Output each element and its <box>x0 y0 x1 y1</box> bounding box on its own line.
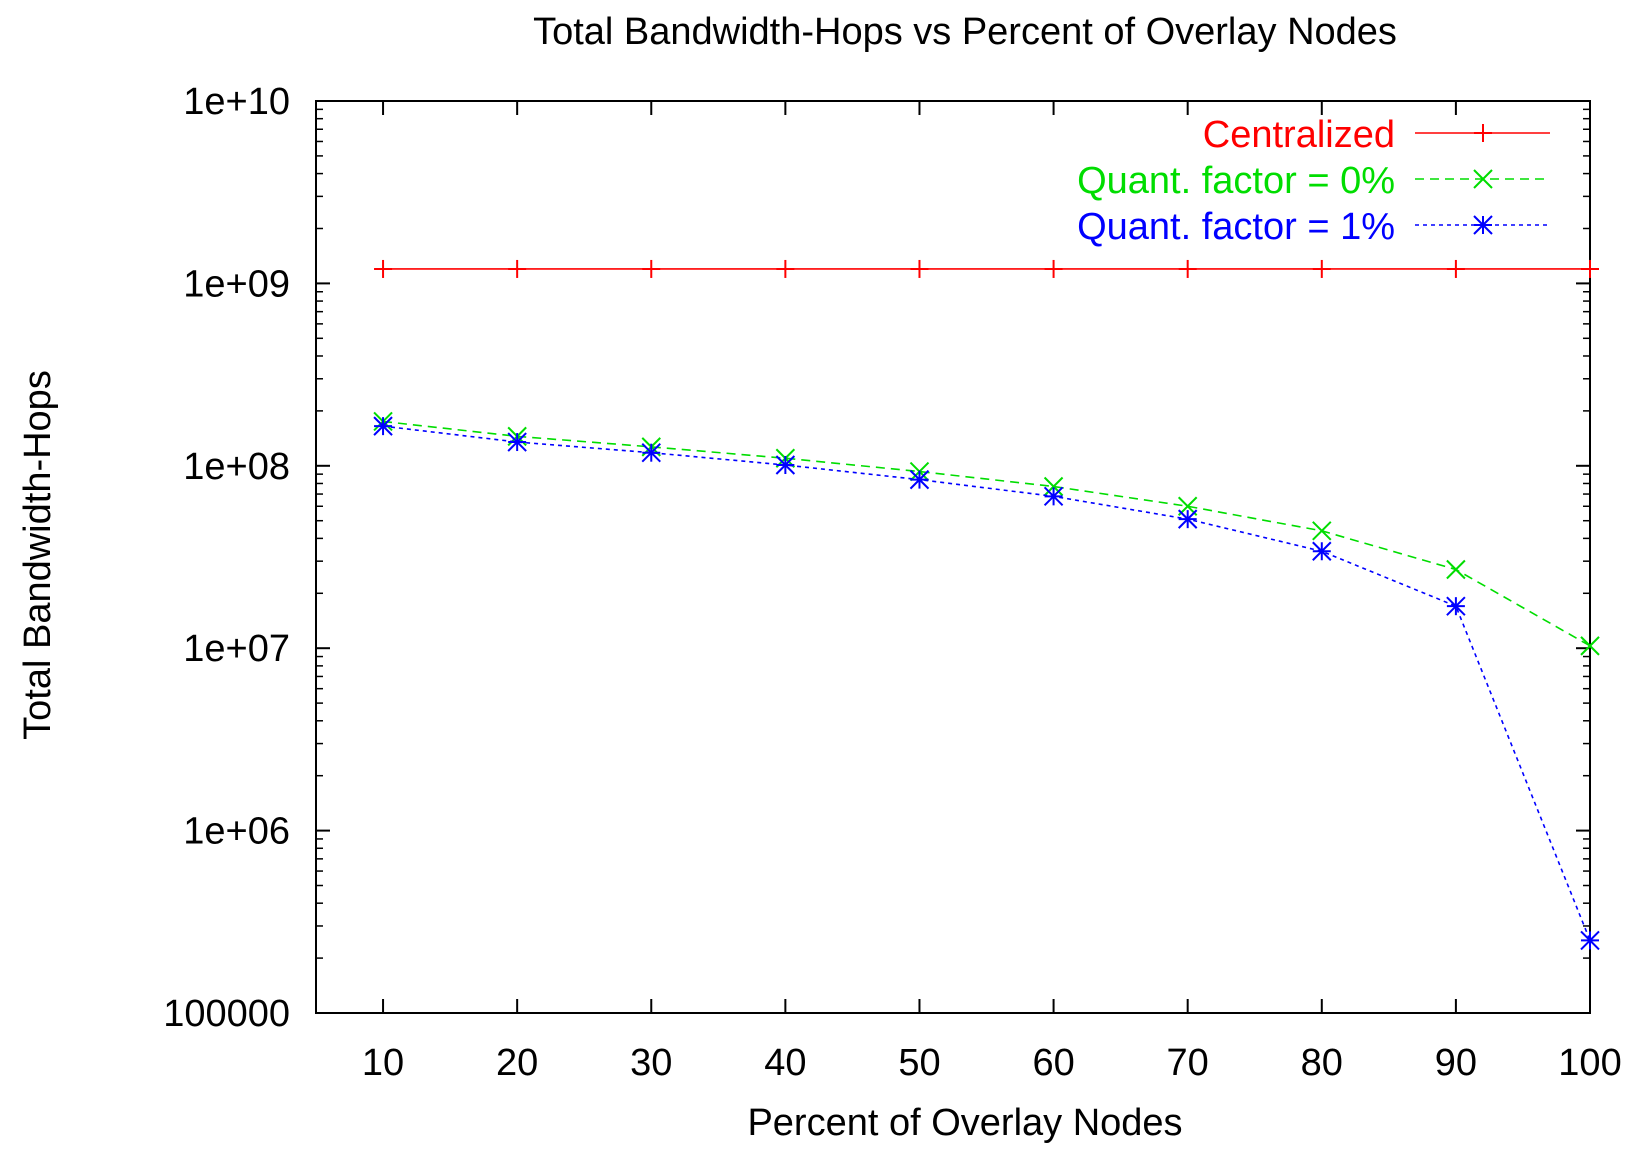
y-axis-label: Total Bandwidth-Hops <box>17 370 59 740</box>
marker-stroke <box>1473 169 1493 189</box>
marker-stroke <box>1580 930 1600 951</box>
data-point <box>910 259 929 278</box>
data-point <box>1177 509 1198 529</box>
y-tick-label: 1e+06 <box>183 811 290 853</box>
x-axis-ticks: 10 20 30 40 50 60 70 80 90 100 <box>362 101 1622 1084</box>
marker-stroke <box>1580 636 1600 656</box>
data-point <box>1043 476 1064 497</box>
data-point <box>374 259 393 278</box>
marker-stroke <box>1446 596 1466 616</box>
legend-label-2: Quant. factor = 0% <box>1077 160 1395 202</box>
x-tick-label: 10 <box>362 1042 404 1084</box>
plot-frame <box>315 100 1591 1014</box>
marker-stroke <box>1312 541 1332 561</box>
marker-stroke <box>1043 476 1064 497</box>
data-point <box>1446 559 1466 580</box>
data-point <box>642 259 661 278</box>
series-line-2 <box>382 420 1591 647</box>
legend-label-1: Centralized <box>1203 114 1395 156</box>
legend-label-3: Quant. factor = 1% <box>1077 206 1395 248</box>
marker-stroke <box>909 469 930 490</box>
y-tick-label: 100000 <box>163 993 290 1035</box>
data-point <box>1312 521 1332 541</box>
data-point <box>775 455 796 475</box>
data-point <box>1580 636 1600 656</box>
marker-stroke <box>1043 486 1064 507</box>
data-point <box>1178 259 1197 278</box>
marker-stroke <box>1473 215 1493 235</box>
y-tick-label: 1e+07 <box>183 628 290 670</box>
marker-stroke <box>1312 521 1332 541</box>
chart-title: Total Bandwidth-Hops vs Percent of Overl… <box>533 11 1397 53</box>
data-point <box>641 442 661 463</box>
y-tick-label: 1e+10 <box>183 81 290 123</box>
x-tick-label: 50 <box>898 1042 940 1084</box>
x-tick-label: 90 <box>1435 1042 1477 1084</box>
x-tick-label: 70 <box>1167 1042 1209 1084</box>
data-point <box>1581 259 1599 278</box>
x-tick-label: 20 <box>496 1042 538 1084</box>
y-tick-label: 1e+08 <box>183 446 290 488</box>
marker-stroke <box>373 416 393 436</box>
x-tick-label: 100 <box>1558 1042 1621 1084</box>
data-point <box>776 259 795 278</box>
marker-stroke <box>775 455 796 475</box>
legend-marker-3 <box>1473 215 1493 235</box>
data-point <box>1312 259 1331 278</box>
marker-stroke <box>1177 509 1198 529</box>
data-point <box>373 416 393 436</box>
data-point <box>1446 259 1465 278</box>
marker-stroke <box>1446 559 1466 580</box>
x-tick-label: 40 <box>764 1042 806 1084</box>
data-point <box>1043 486 1064 507</box>
data-point <box>1446 596 1466 616</box>
data-point <box>1312 541 1332 561</box>
series-line-3 <box>382 425 1591 941</box>
marker-stroke <box>641 442 661 463</box>
y-axis-ticks: 100000 1e+06 1e+07 1e+08 1e+09 1e+10 <box>163 81 1590 1035</box>
legend-marker-2 <box>1473 169 1493 189</box>
x-tick-label: 30 <box>630 1042 672 1084</box>
legend-marker-1 <box>1474 124 1492 142</box>
marker-stroke <box>507 432 527 452</box>
data-point <box>1044 259 1063 278</box>
data-point <box>909 469 930 490</box>
x-tick-label: 80 <box>1301 1042 1343 1084</box>
y-tick-label: 1e+09 <box>183 263 290 305</box>
data-point <box>1580 930 1600 951</box>
x-axis-label: Percent of Overlay Nodes <box>747 1102 1182 1144</box>
data-point <box>508 259 527 278</box>
x-tick-label: 60 <box>1032 1042 1074 1084</box>
series-group <box>373 259 1600 951</box>
data-point <box>507 432 527 452</box>
